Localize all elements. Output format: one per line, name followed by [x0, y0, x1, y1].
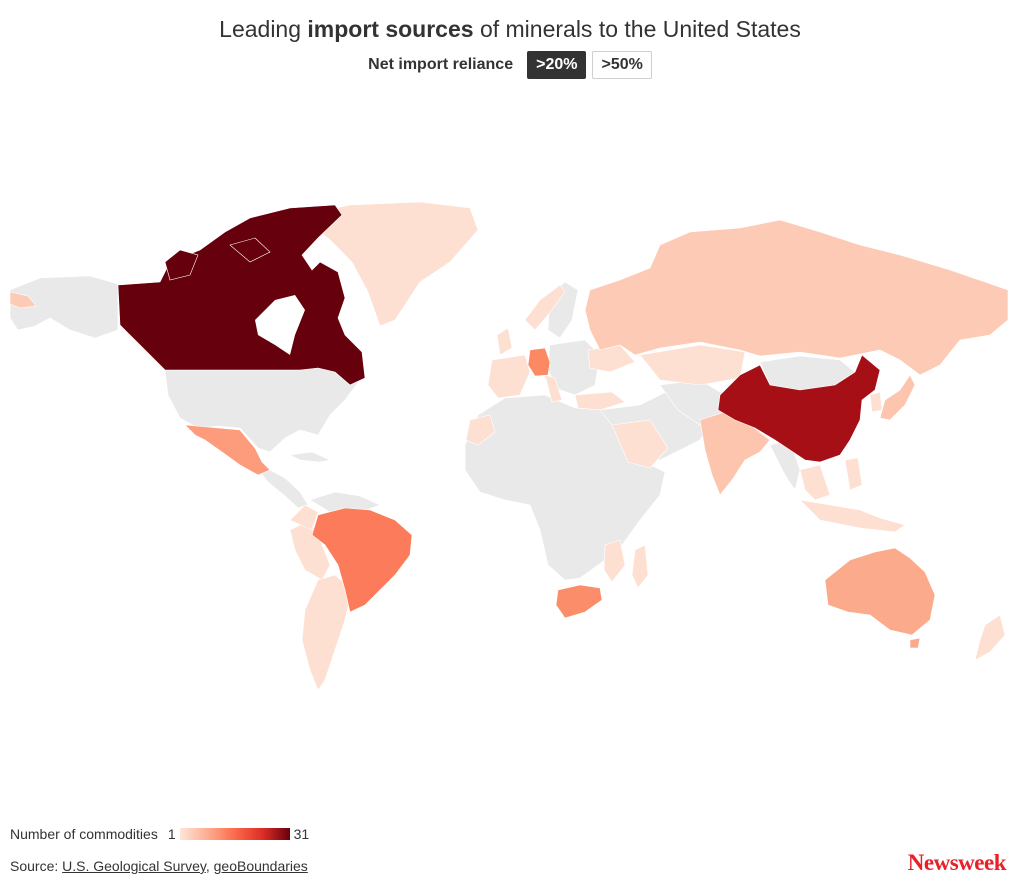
country-morocco	[465, 414, 496, 446]
country-cuba	[288, 451, 331, 463]
country-south-africa	[555, 584, 603, 619]
country-mexico	[184, 424, 271, 476]
country-canada	[117, 204, 366, 386]
land-no-data	[9, 201, 856, 581]
color-legend: Number of commodities 1 31	[10, 826, 309, 842]
title-pre: Leading	[219, 16, 308, 42]
country-colombia	[289, 504, 319, 531]
country-usa	[164, 361, 361, 453]
country-russia	[584, 219, 1009, 376]
country-russia-chukotka	[9, 291, 37, 309]
source-link-geoboundaries[interactable]: geoBoundaries	[213, 858, 308, 874]
hudson-bay	[255, 295, 305, 355]
country-italy	[544, 374, 563, 403]
legend-label: Number of commodities	[10, 826, 158, 842]
country-korea	[869, 391, 883, 413]
country-indonesia	[799, 499, 906, 533]
legend-max: 31	[293, 826, 310, 842]
canada-arctic-islands	[164, 237, 305, 355]
source-separator: ,	[205, 858, 214, 874]
country-norway	[524, 284, 566, 331]
country-brazil	[311, 507, 413, 613]
country-australia	[824, 547, 936, 636]
country-saudi	[611, 419, 669, 469]
country-greenland	[299, 201, 479, 327]
toggle-option-20[interactable]: >20%	[527, 51, 587, 79]
title-bold: import sources	[307, 16, 474, 42]
source-line: Source: U.S. Geological Survey, geoBound…	[10, 858, 308, 874]
land-colored	[9, 204, 1009, 649]
country-kazakhstan	[639, 344, 746, 386]
country-eastern-europe	[547, 339, 601, 396]
country-tasmania	[909, 637, 921, 649]
import-reliance-toggle: Net import reliance >20% >50%	[0, 51, 1020, 79]
source-prefix: Source:	[10, 858, 63, 874]
country-china	[717, 354, 881, 463]
toggle-option-50[interactable]: >50%	[592, 51, 652, 79]
country-thailand-vietnam	[799, 464, 831, 501]
country-japan	[879, 374, 916, 421]
country-germany	[527, 347, 551, 377]
legend-min: 1	[167, 826, 176, 842]
country-turkey	[574, 391, 626, 411]
legend-color-ramp	[179, 828, 290, 840]
country-mozambique	[603, 539, 626, 583]
title-post: of minerals to the United States	[473, 16, 801, 42]
country-canada-islands	[164, 249, 199, 281]
country-uk	[496, 327, 513, 356]
country-alaska	[9, 275, 119, 339]
land-light	[289, 284, 1006, 691]
country-madagascar	[631, 544, 649, 589]
world-map	[9, 201, 1009, 691]
country-canada-islands-2	[229, 237, 271, 263]
chart-title: Leading import sources of minerals to th…	[0, 16, 1020, 43]
source-link-usgs[interactable]: U.S. Geological Survey	[62, 858, 206, 874]
country-philippines	[844, 457, 863, 491]
country-central-america	[254, 464, 309, 509]
newsweek-logo: Newsweek	[907, 850, 1007, 875]
country-chile-argentina	[301, 574, 353, 691]
country-france-spain	[487, 354, 531, 399]
toggle-label: Net import reliance	[368, 56, 514, 73]
country-new-zealand	[974, 614, 1006, 661]
